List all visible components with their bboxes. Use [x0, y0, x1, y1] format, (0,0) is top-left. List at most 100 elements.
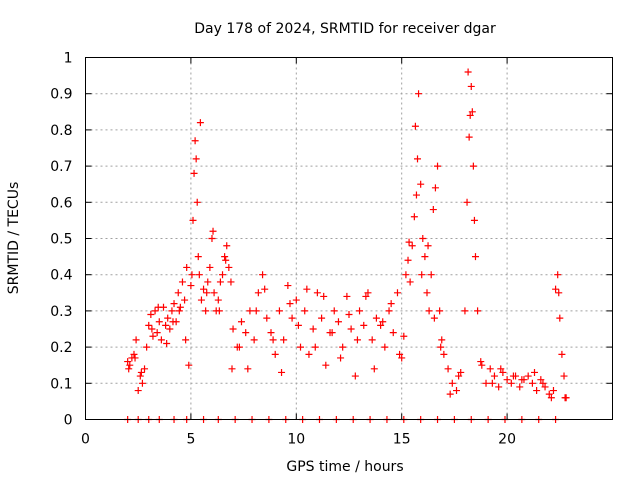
data-point: [474, 307, 482, 315]
data-point: [181, 296, 189, 304]
data-point: [495, 383, 503, 391]
data-point: [438, 336, 446, 344]
data-point: [187, 282, 195, 290]
data-point: [252, 307, 260, 315]
data-point: [271, 350, 279, 358]
data-point: [280, 336, 288, 344]
data-point: [466, 111, 474, 119]
data-point: [405, 238, 413, 246]
data-point: [547, 394, 555, 402]
data-point: [448, 379, 456, 387]
data-point: [182, 336, 190, 344]
data-point: [486, 365, 494, 373]
data-point: [430, 314, 438, 322]
data-point: [437, 343, 445, 351]
data-point: [138, 379, 146, 387]
data-point: [421, 253, 429, 261]
data-point: [303, 285, 311, 293]
data-point: [219, 271, 227, 279]
data-point: [478, 361, 486, 369]
data-point: [539, 379, 547, 387]
axis-ticks: [85, 57, 613, 420]
plot-frame: [85, 57, 613, 420]
data-point: [389, 329, 397, 337]
data-point: [191, 137, 199, 145]
data-point: [429, 206, 437, 214]
data-point: [410, 213, 418, 221]
data-point: [313, 289, 321, 297]
data-point: [434, 162, 442, 170]
data-point: [431, 184, 439, 192]
data-point: [477, 358, 485, 366]
data-point: [360, 321, 368, 329]
y-tick-label: 0.3: [50, 304, 72, 320]
data-point: [189, 216, 197, 224]
y-tick-label: 0.6: [50, 195, 72, 211]
data-point: [518, 376, 526, 384]
data-point: [196, 119, 204, 127]
data-point: [206, 263, 214, 271]
data-point: [244, 365, 252, 373]
data-point: [417, 180, 425, 188]
data-point: [385, 307, 393, 315]
data-point: [197, 296, 205, 304]
data-point: [134, 387, 142, 395]
data-point: [322, 361, 330, 369]
data-point: [490, 372, 498, 380]
data-point: [215, 307, 223, 315]
data-point: [499, 368, 507, 376]
data-point: [482, 379, 490, 387]
data-point: [203, 289, 211, 297]
data-point: [320, 292, 328, 300]
data-point: [242, 329, 250, 337]
data-point: [188, 271, 196, 279]
data-point: [254, 289, 262, 297]
data-point: [356, 307, 364, 315]
data-point: [204, 278, 212, 286]
data-point: [278, 368, 286, 376]
data-point: [275, 307, 283, 315]
data-point: [250, 336, 258, 344]
data-point: [143, 343, 151, 351]
data-point: [126, 361, 134, 369]
data-point: [555, 289, 563, 297]
data-point: [541, 383, 549, 391]
data-point: [136, 372, 144, 380]
data-point: [516, 383, 524, 391]
data-point: [533, 387, 541, 395]
data-point: [470, 216, 478, 224]
data-point: [263, 314, 271, 322]
data-point: [507, 379, 515, 387]
x-tick-label: 20: [498, 432, 516, 448]
x-tick-label: 10: [287, 432, 305, 448]
data-point: [330, 307, 338, 315]
data-point: [424, 242, 432, 250]
data-point: [509, 372, 517, 380]
data-point: [164, 314, 172, 322]
data-point: [408, 242, 416, 250]
data-point: [400, 332, 408, 340]
data-point: [328, 329, 336, 337]
y-tick-label: 0.4: [50, 268, 72, 284]
data-point: [154, 303, 162, 311]
data-point: [387, 300, 395, 308]
data-point: [228, 365, 236, 373]
data-point: [221, 253, 229, 261]
data-point: [297, 343, 305, 351]
data-point: [339, 343, 347, 351]
data-point: [318, 314, 326, 322]
data-point: [471, 253, 479, 261]
data-point: [524, 372, 532, 380]
data-point: [545, 390, 553, 398]
data-point: [364, 289, 372, 297]
data-point: [488, 379, 496, 387]
x-tick-label: 0: [81, 432, 90, 448]
data-point: [178, 278, 186, 286]
x-tick-label: 15: [393, 432, 411, 448]
chart-title: Day 178 of 2024, SRMTID for receiver dga…: [194, 21, 496, 37]
y-tick-label: 0.1: [50, 376, 72, 392]
data-point: [170, 300, 178, 308]
data-point: [235, 343, 243, 351]
data-point: [549, 387, 557, 395]
data-point: [464, 68, 472, 76]
